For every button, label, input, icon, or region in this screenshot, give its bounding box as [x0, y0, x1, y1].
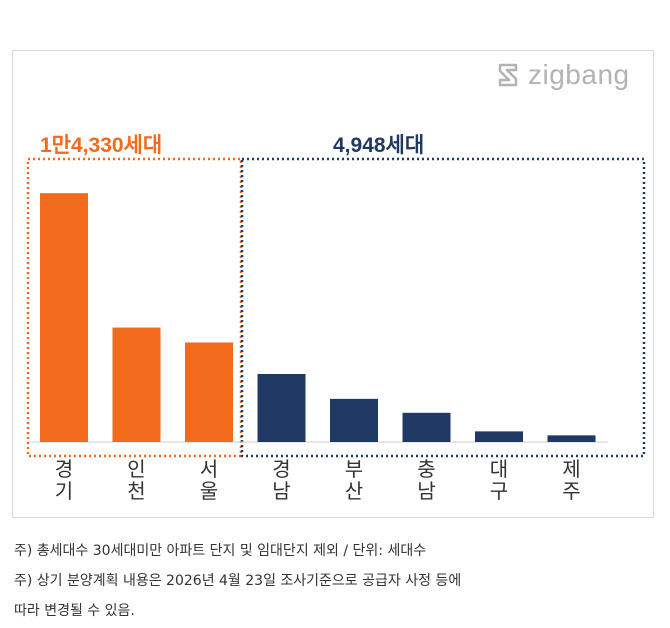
bar-1 — [40, 193, 88, 442]
bar-3 — [185, 342, 233, 442]
category-label-3: 울 — [200, 479, 218, 503]
category-label-3: 서 — [200, 457, 218, 481]
category-label-4: 남 — [272, 479, 290, 503]
bar-7 — [475, 431, 523, 442]
footnote-line: 주) 상기 분양계획 내용은 2026년 4월 23일 조사기준으로 공급자 사… — [14, 573, 462, 589]
category-label-7: 대 — [490, 457, 508, 481]
footnote-line: 따라 변경될 수 있음. — [14, 603, 135, 619]
bar-5 — [330, 398, 378, 442]
category-label-8: 주 — [562, 479, 580, 503]
capital-area-group-box — [26, 157, 243, 458]
category-label-8: 제 — [562, 457, 580, 481]
category-label-1: 경 — [55, 457, 73, 481]
category-label-5: 부 — [345, 457, 363, 481]
category-label-6: 충 — [417, 457, 435, 481]
category-label-2: 인 — [127, 457, 145, 481]
category-label-2: 천 — [127, 479, 145, 503]
category-label-5: 산 — [345, 479, 363, 503]
footnotes: 주) 총세대수 30세대미만 아파트 단지 및 임대단지 제외 / 단위: 세대… — [14, 536, 654, 626]
category-label-7: 구 — [490, 479, 508, 503]
zigbang-logo: zigbang — [494, 58, 630, 92]
category-label-6: 남 — [417, 479, 435, 503]
bar-6 — [402, 412, 451, 442]
capital-area-total-label: 1만4,330세대 — [40, 134, 163, 157]
zigbang-logo-text: zigbang — [528, 59, 630, 90]
regional-total-label: 4,948세대 — [333, 134, 425, 157]
regional-group-box — [240, 157, 646, 458]
bar-8 — [547, 435, 596, 442]
zigbang-logo-icon — [498, 63, 518, 87]
category-label-4: 경 — [272, 457, 290, 481]
bar-2 — [112, 327, 161, 442]
category-label-1: 기 — [55, 479, 73, 503]
bar-4 — [257, 373, 306, 442]
footnote-line: 주) 총세대수 30세대미만 아파트 단지 및 임대단지 제외 / 단위: 세대… — [14, 543, 427, 559]
